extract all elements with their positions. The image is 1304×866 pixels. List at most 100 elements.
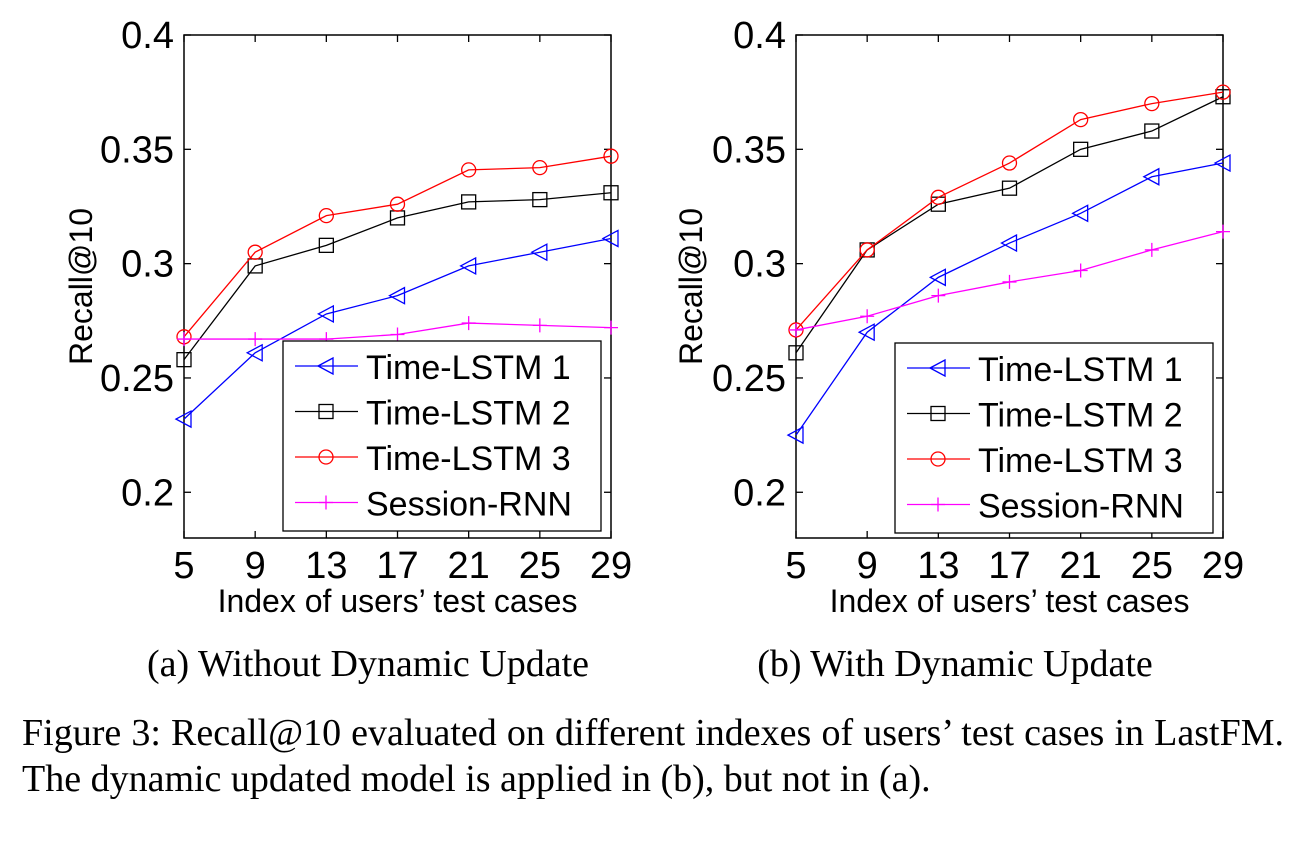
legend-marker xyxy=(931,497,945,512)
data-point xyxy=(176,352,192,368)
y-axis-label: Recall@10 xyxy=(673,208,709,365)
data-point xyxy=(1000,233,1018,253)
x-tick-label: 9 xyxy=(245,545,266,587)
data-point xyxy=(461,194,477,210)
series-time-lstm-2 xyxy=(788,89,1231,361)
series-session-rnn xyxy=(177,316,618,347)
legend-box xyxy=(894,342,1214,534)
data-point xyxy=(532,191,548,208)
legend-label: Session-RNN xyxy=(366,486,572,524)
legend-item: Time-LSTM 2 xyxy=(295,395,571,433)
data-point xyxy=(930,189,946,205)
chart-a: 5 9 13 17 21 25 29 0.2 0.25 0.3 0.35 0.4 Index of us… xyxy=(63,15,632,685)
data-point xyxy=(1071,204,1089,223)
data-point xyxy=(601,229,619,248)
data-point xyxy=(248,332,263,347)
data-point xyxy=(1073,263,1088,278)
series-time-lstm-1 xyxy=(174,229,619,429)
data-point xyxy=(603,148,619,164)
series-line xyxy=(183,155,612,338)
series-time-lstm-3 xyxy=(788,84,1231,338)
data-point xyxy=(532,318,547,333)
data-point xyxy=(1144,95,1160,112)
data-point xyxy=(245,343,263,362)
data-point xyxy=(603,185,619,201)
data-point xyxy=(1215,84,1231,100)
x-tick-label: 13 xyxy=(305,545,347,587)
subcaption: (a) Without Dynamic Update xyxy=(147,643,589,685)
legend-marker xyxy=(928,358,946,378)
x-tick-label: 17 xyxy=(988,545,1030,587)
data-point xyxy=(1144,242,1159,257)
data-point xyxy=(604,320,618,335)
data-point xyxy=(860,309,875,324)
data-point xyxy=(388,286,406,305)
legend-marker xyxy=(318,403,334,420)
data-point xyxy=(318,207,334,224)
x-tick-label: 25 xyxy=(519,545,561,587)
y-tick-label: 0.3 xyxy=(121,244,174,286)
y-tick-label: 0.35 xyxy=(712,129,786,171)
legend-marker xyxy=(316,356,334,376)
series-time-lstm-3 xyxy=(176,148,619,345)
data-point xyxy=(789,322,803,337)
data-point xyxy=(247,244,263,260)
y-tick-label: 0.3 xyxy=(733,244,786,286)
data-point xyxy=(390,327,405,342)
legend-marker xyxy=(930,451,946,467)
legend-label: Time-LSTM 3 xyxy=(366,440,571,478)
legend-label: Time-LSTM 1 xyxy=(366,349,571,387)
data-point xyxy=(1073,141,1089,157)
figure-caption: Figure 3: Recall@10 evaluated on differe… xyxy=(22,712,1284,800)
series-line xyxy=(183,192,612,361)
x-axis-label: Index of users’ test cases xyxy=(830,583,1190,619)
x-tick-label: 5 xyxy=(785,545,806,587)
data-point xyxy=(1144,123,1160,139)
x-tick-label: 21 xyxy=(1060,545,1102,587)
data-point xyxy=(786,426,804,445)
legend-box xyxy=(282,340,602,532)
data-point xyxy=(461,316,476,331)
y-tick-label: 0.25 xyxy=(100,358,174,400)
y-tick-label: 0.4 xyxy=(733,15,786,57)
series-line xyxy=(183,237,612,420)
legend-item: Session-RNN xyxy=(295,486,572,524)
x-tick-label: 25 xyxy=(1131,545,1173,587)
x-tick-label: 21 xyxy=(448,545,490,587)
y-tick-label: 0.35 xyxy=(100,129,174,171)
legend: Time-LSTM 1 Time-LSTM 2 Time-LSTM 3 Session… xyxy=(894,342,1214,534)
legend-marker xyxy=(930,405,946,422)
data-point xyxy=(788,345,804,361)
data-point xyxy=(1213,153,1231,173)
series-line xyxy=(795,91,1224,331)
x-tick-label: 29 xyxy=(1202,545,1244,587)
data-point xyxy=(1073,111,1089,128)
legend-marker xyxy=(318,449,334,465)
legend-item: Time-LSTM 1 xyxy=(295,349,571,387)
legend-label: Session-RNN xyxy=(978,488,1184,526)
data-point xyxy=(532,159,548,176)
data-point xyxy=(1002,274,1017,289)
x-axis-label: Index of users’ test cases xyxy=(218,583,578,619)
x-tick-label: 5 xyxy=(173,545,194,587)
data-point xyxy=(931,288,946,303)
legend-item: Time-LSTM 2 xyxy=(907,397,1183,435)
series-time-lstm-1 xyxy=(786,153,1231,445)
data-point xyxy=(174,410,192,429)
legend-marker xyxy=(319,495,333,510)
data-point xyxy=(1001,155,1018,171)
y-tick-label: 0.2 xyxy=(733,472,786,514)
data-point xyxy=(1215,89,1231,105)
data-point xyxy=(177,332,191,347)
data-point xyxy=(389,196,406,212)
data-point xyxy=(318,237,334,253)
data-point xyxy=(1216,224,1230,239)
data-point xyxy=(928,268,946,287)
series-session-rnn xyxy=(789,224,1230,337)
data-point xyxy=(1142,167,1160,186)
legend-label: Time-LSTM 2 xyxy=(978,397,1183,435)
legend-label: Time-LSTM 3 xyxy=(978,442,1183,480)
x-tick-label: 17 xyxy=(376,545,418,587)
x-tick-label: 9 xyxy=(857,545,878,587)
legend-item: Session-RNN xyxy=(907,488,1184,526)
